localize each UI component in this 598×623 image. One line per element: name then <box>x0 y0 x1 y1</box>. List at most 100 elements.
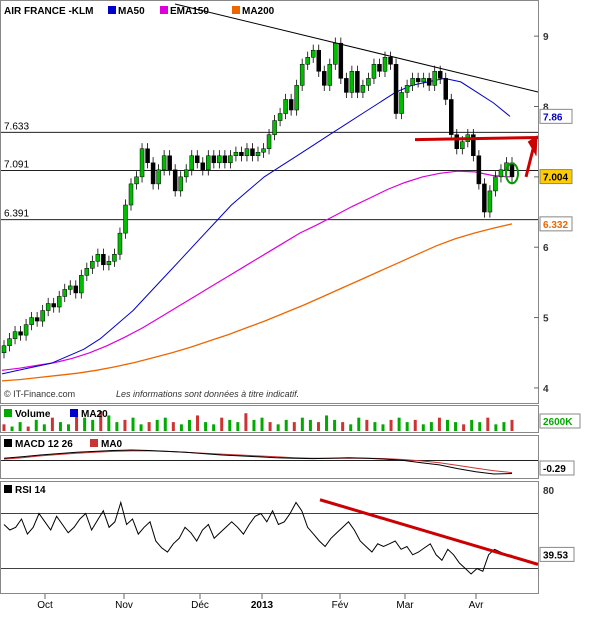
volume-bar <box>502 422 506 431</box>
candle <box>261 143 266 158</box>
candle-body <box>134 176 139 185</box>
candle-body <box>460 141 465 149</box>
candle <box>139 143 145 183</box>
candle <box>449 93 454 141</box>
legend-label: MA50 <box>118 6 145 17</box>
candle <box>68 280 73 296</box>
volume-bar <box>99 411 103 431</box>
candle-body <box>56 296 62 308</box>
candle-body <box>45 303 51 311</box>
candle <box>84 262 90 281</box>
candle-body <box>106 261 112 266</box>
candle-body <box>493 176 498 192</box>
volume-badge-box <box>539 413 581 429</box>
candle-body <box>101 254 106 266</box>
price-tick-label: 6 <box>543 243 549 254</box>
price-level-label: 6.391 <box>4 209 29 220</box>
candle <box>498 164 504 183</box>
red-horizontal-line <box>414 135 539 142</box>
x-tick-label: Oct <box>37 600 53 611</box>
candle <box>272 114 277 141</box>
candle-body <box>79 275 84 294</box>
price-level-label: 7.091 <box>4 159 29 170</box>
candle <box>117 227 123 260</box>
candle <box>90 255 95 274</box>
volume-bar <box>155 419 159 431</box>
candle <box>23 318 29 341</box>
candle-body <box>360 85 366 93</box>
candle-body <box>327 64 333 86</box>
candle-body <box>139 148 145 178</box>
candle-body <box>299 64 305 86</box>
candle <box>51 297 56 313</box>
volume-bar <box>316 422 320 431</box>
candle-body <box>156 169 161 185</box>
macd-badge-box <box>539 460 575 476</box>
price-tick-label: 9 <box>543 32 549 43</box>
volume-bar <box>171 422 175 431</box>
candle-body <box>255 151 261 157</box>
candle <box>360 79 366 99</box>
candle <box>12 326 18 345</box>
candle <box>178 171 183 197</box>
candle-body <box>426 78 432 86</box>
candle <box>421 72 426 88</box>
volume-bar <box>341 422 345 431</box>
candle-body <box>18 331 23 336</box>
candle <box>167 150 172 176</box>
candle-body <box>172 169 178 192</box>
candle-body <box>288 99 294 111</box>
candle <box>56 290 62 313</box>
volume-bar <box>91 419 95 431</box>
candle <box>112 248 117 267</box>
disclaimer-label: Les informations sont données à titre in… <box>116 389 299 399</box>
candle-body <box>167 155 172 171</box>
candle-body <box>51 303 56 308</box>
legend-swatch <box>232 6 240 14</box>
candle <box>299 58 305 92</box>
candle-body <box>399 92 404 114</box>
candle <box>382 51 388 77</box>
candle <box>195 150 200 169</box>
volume-bar <box>123 419 127 431</box>
volume-bar <box>228 419 232 431</box>
candle-body <box>244 148 250 156</box>
volume-bar <box>260 417 264 431</box>
volume-bar <box>470 419 474 431</box>
candle-body <box>261 148 266 153</box>
candle-body <box>73 285 79 294</box>
candle <box>228 150 233 169</box>
volume-bar <box>244 413 248 431</box>
x-tick-label: 2013 <box>251 600 274 611</box>
macd-swatch <box>4 439 12 447</box>
chart-title: AIR FRANCE -KLM <box>4 6 93 17</box>
candle-body <box>1 345 7 354</box>
candle <box>189 150 194 176</box>
candle-body <box>12 331 18 339</box>
x-tick-label: Fév <box>332 600 349 611</box>
candle <box>355 65 360 99</box>
volume-bar <box>373 422 377 431</box>
candle <box>45 297 51 317</box>
candle <box>18 326 23 341</box>
candle-body <box>509 162 515 178</box>
volume-bar <box>115 422 119 431</box>
candle <box>393 58 399 120</box>
resistance-trendline <box>174 3 539 93</box>
volume-bar <box>421 424 425 431</box>
rsi-swatch <box>4 485 12 493</box>
candle <box>443 72 448 106</box>
volume-bar <box>494 424 498 431</box>
volume-bar <box>26 426 30 431</box>
volume-bar <box>147 422 151 431</box>
candle-body <box>250 148 255 156</box>
rsi-badge: 39.53 <box>543 550 568 561</box>
volume-bar <box>276 424 280 431</box>
price-tick-label: 8 <box>543 103 549 114</box>
candle <box>161 150 167 176</box>
volume-bar <box>10 426 14 431</box>
candle-body <box>393 64 399 114</box>
volume-bar <box>308 419 312 431</box>
candle <box>487 185 493 218</box>
volume-bar <box>429 422 433 431</box>
